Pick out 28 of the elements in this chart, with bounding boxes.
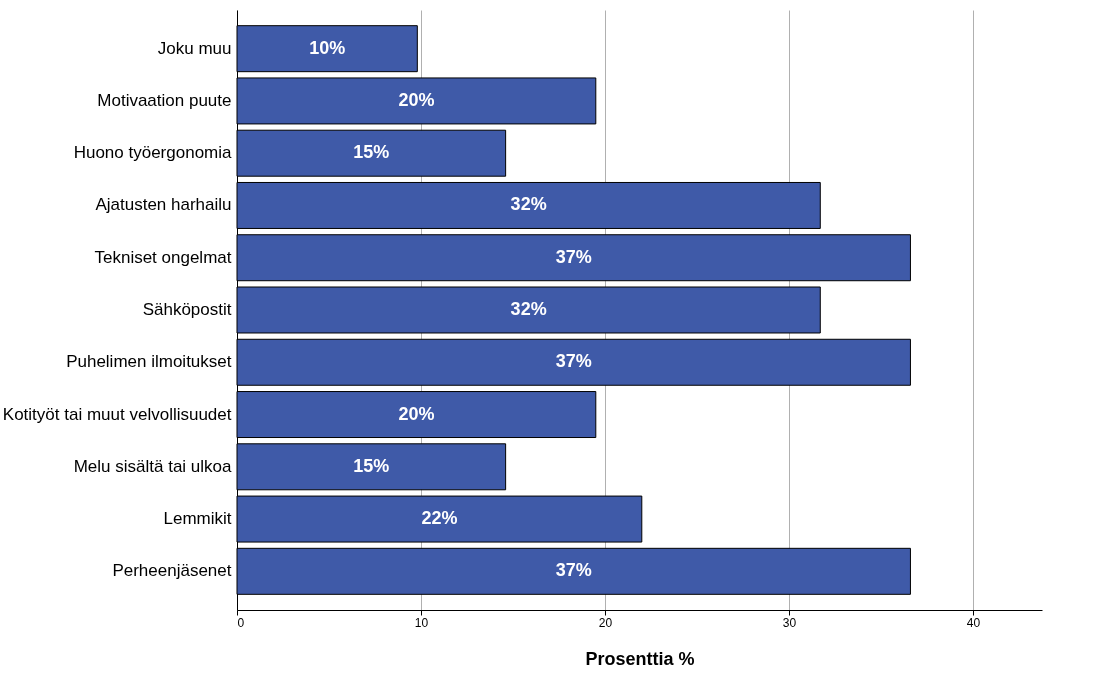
data-label: 37% — [555, 246, 592, 267]
x-tick-label: 40 — [966, 615, 981, 630]
y-tick-label: Puhelimen ilmoitukset — [66, 352, 232, 372]
x-axis-title: Prosenttia % — [585, 648, 695, 669]
y-tick-label: Ajatusten harhailu — [95, 195, 232, 215]
y-tick-label: Joku muu — [157, 38, 232, 58]
data-label: 20% — [398, 89, 435, 110]
data-label: 15% — [353, 142, 390, 163]
x-tick-label: 20 — [598, 615, 613, 630]
y-tick-label: Melu sisältä tai ulkoa — [73, 456, 233, 476]
y-tick-label: Perheenjäsenet — [112, 561, 232, 581]
y-tick-label: Motivaation puute — [97, 90, 232, 110]
data-label: 22% — [421, 508, 458, 529]
y-tick-label: Tekniset ongelmat — [94, 247, 232, 267]
y-tick-label: Kotityöt tai muut velvollisuudet — [2, 404, 232, 424]
y-tick-label: Huono työergonomia — [73, 143, 233, 163]
data-label: 10% — [309, 37, 346, 58]
data-label: 20% — [398, 403, 435, 424]
x-tick-label: 10 — [414, 615, 429, 630]
data-label: 37% — [555, 351, 592, 372]
data-label: 15% — [353, 455, 390, 476]
y-tick-label: Lemmikit — [163, 509, 232, 529]
data-label: 37% — [555, 560, 592, 581]
data-label: 32% — [510, 194, 547, 215]
x-tick-label: 0 — [237, 615, 245, 630]
y-tick-label: Sähköpostit — [142, 300, 232, 319]
data-label: 32% — [510, 299, 547, 319]
x-tick-label: 30 — [782, 615, 797, 630]
